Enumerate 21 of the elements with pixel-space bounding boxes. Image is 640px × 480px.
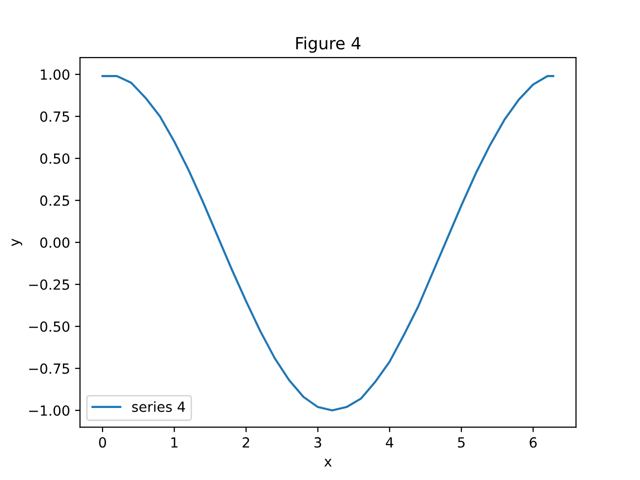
y-axis-title: y — [12, 238, 22, 246]
y-tick-label: −1.00 — [29, 405, 70, 416]
y-tick-label: 0.50 — [40, 153, 70, 164]
x-axis-title: x — [324, 458, 332, 466]
y-tick-label: −0.50 — [29, 321, 70, 332]
y-tick-label: 1.00 — [40, 69, 70, 80]
x-tick-label: 3 — [314, 437, 322, 448]
y-tick-label: 0.00 — [40, 237, 70, 248]
x-tick-label: 2 — [242, 437, 250, 448]
line-series — [101, 75, 554, 412]
legend-label: series 4 — [132, 401, 185, 412]
x-tick-label: 4 — [386, 437, 394, 448]
y-tick-label: 0.75 — [40, 111, 70, 122]
y-tick-label: −0.25 — [29, 279, 70, 290]
y-tick-label: 0.25 — [40, 195, 70, 206]
x-tick-label: 6 — [530, 437, 537, 448]
x-tick-label: 0 — [99, 437, 106, 448]
chart-title: Figure 4 — [296, 36, 360, 53]
y-tick-label: −0.75 — [29, 363, 70, 374]
x-tick-label: 5 — [458, 437, 465, 448]
x-tick-label: 1 — [171, 437, 178, 448]
